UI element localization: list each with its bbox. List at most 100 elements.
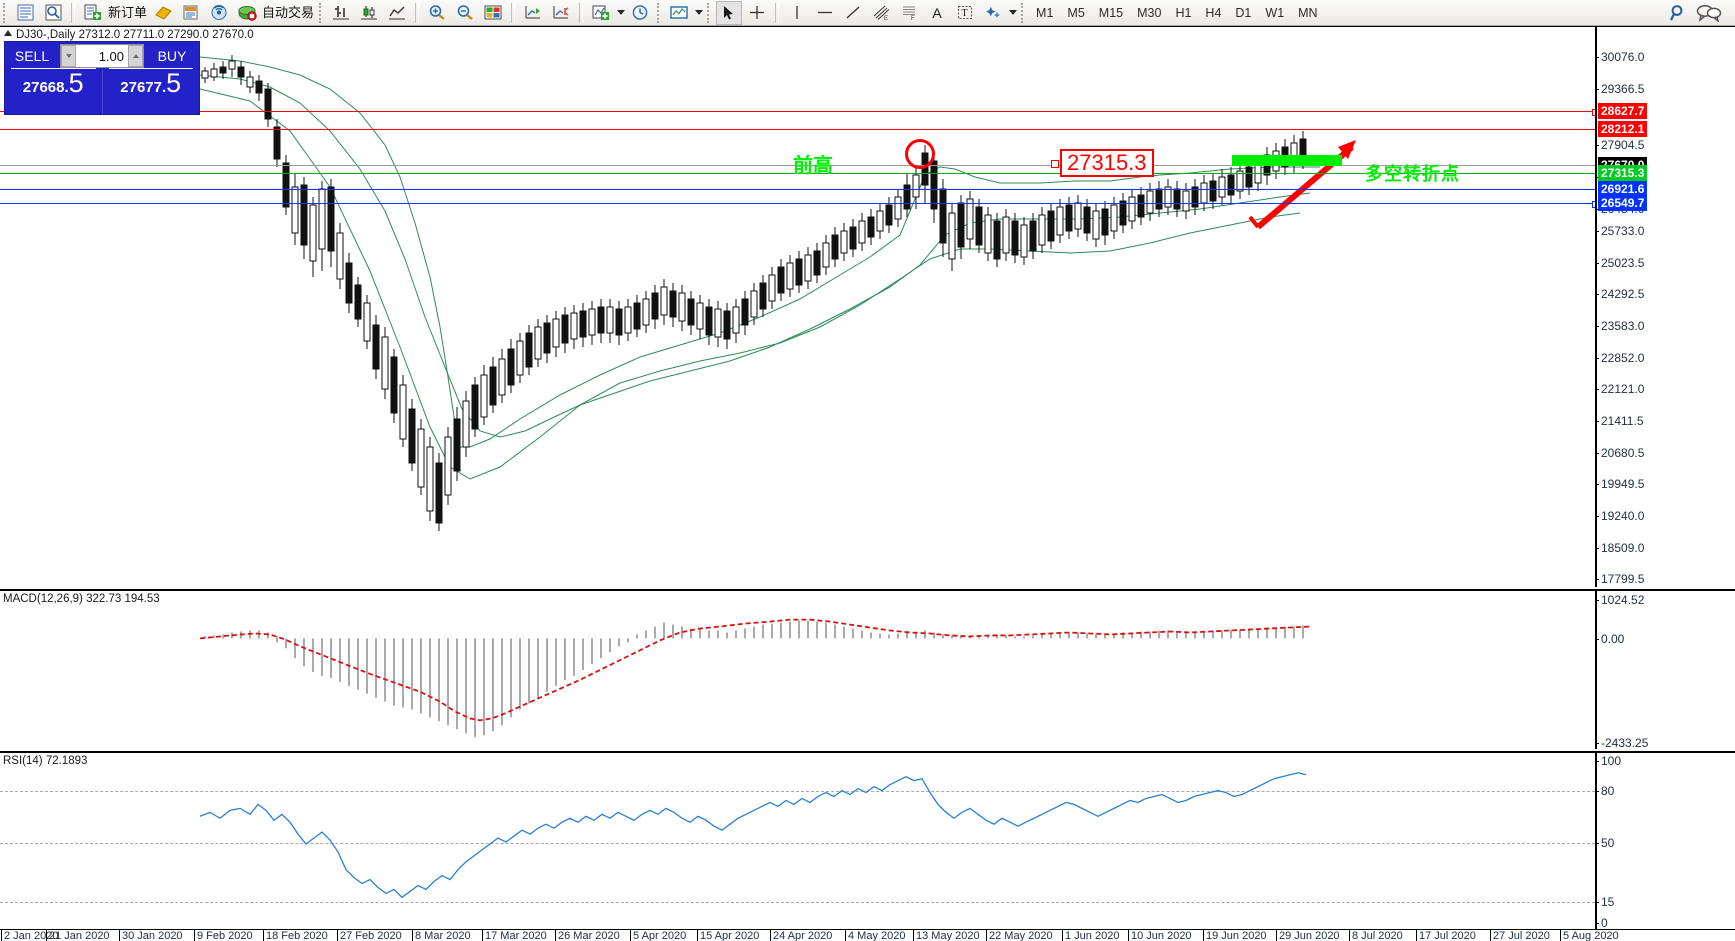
add-indicator-icon[interactable]	[588, 1, 614, 25]
volume-decrease-button[interactable]	[61, 45, 76, 67]
autotrading-icon[interactable]	[234, 1, 260, 25]
level-line-28627[interactable]	[0, 109, 1595, 116]
level-line-27670[interactable]	[0, 165, 1595, 166]
timeframe-h1[interactable]: H1	[1175, 5, 1192, 20]
level-line-26921[interactable]	[0, 189, 1595, 190]
templates-icon[interactable]	[666, 1, 692, 25]
time-tick-8: 26 Mar 2020	[555, 930, 620, 941]
search-icon[interactable]	[1666, 1, 1692, 25]
level-line-27315[interactable]	[0, 173, 1595, 174]
time-tick-10: 15 Apr 2020	[697, 930, 759, 941]
price-badge-26921[interactable]: 26921.6	[1598, 181, 1648, 197]
chat-icon[interactable]	[1694, 1, 1724, 25]
rsi-axis[interactable]: 100 80 50 15 0	[1594, 753, 1735, 930]
toolbar-grip-2[interactable]	[319, 2, 324, 23]
market-watch-icon[interactable]	[12, 1, 38, 25]
volume-stepper[interactable]: 1.00	[60, 44, 144, 68]
candlestick-chart-icon[interactable]	[356, 1, 382, 25]
trendline-icon[interactable]	[840, 1, 866, 25]
timeframe-mn[interactable]: MN	[1298, 5, 1318, 20]
shapes-icon[interactable]	[980, 1, 1006, 25]
rsi-plot[interactable]	[0, 753, 1595, 929]
cursor-icon[interactable]	[716, 0, 743, 25]
price-level-box[interactable]: 27315.3	[1051, 149, 1154, 177]
timeframe-w1[interactable]: W1	[1265, 5, 1285, 20]
macd-pane[interactable]: MACD(12,26,9) 322.73 194.53	[0, 589, 1735, 750]
timeframe-m5[interactable]: M5	[1067, 5, 1085, 20]
sell-price-separator: .	[64, 79, 69, 96]
buy-button[interactable]: BUY	[145, 42, 199, 70]
time-tick-19: 8 Jul 2020	[1349, 930, 1403, 941]
tile-windows-icon[interactable]	[480, 1, 506, 25]
level-anchor-28627[interactable]	[1592, 109, 1595, 116]
level-line-28212[interactable]	[0, 129, 1595, 130]
timeframe-m30[interactable]: M30	[1137, 5, 1162, 20]
sell-button[interactable]: SELL	[5, 42, 59, 70]
price-badge-28627[interactable]: 28627.7	[1598, 103, 1648, 119]
auto-scroll-icon[interactable]	[520, 1, 546, 25]
toolbar-grip[interactable]	[3, 2, 8, 23]
periods-icon[interactable]	[627, 1, 653, 25]
price-badge-27315[interactable]: 27315.3	[1598, 165, 1648, 181]
fibonacci-retracement-icon[interactable]: F	[896, 1, 922, 25]
svg-text:F: F	[911, 16, 915, 21]
toolbar-separator-5	[579, 2, 584, 23]
bar-chart-icon[interactable]	[328, 1, 354, 25]
one-click-trading-panel[interactable]: SELL 1.00 BUY 27668 . 5 27677	[4, 41, 200, 115]
price-axis[interactable]: 30076.0 29366.5 27904.5 27195.0 26484.0 …	[1594, 27, 1735, 587]
line-chart-icon[interactable]	[384, 1, 410, 25]
collapse-triangle-icon[interactable]	[4, 30, 12, 36]
price-plot[interactable]: 前高 27315.3 多空转折点	[0, 27, 1595, 587]
signals-icon[interactable]	[206, 1, 232, 25]
timeframe-d1[interactable]: D1	[1235, 5, 1252, 20]
timeframe-h4[interactable]: H4	[1205, 5, 1222, 20]
sell-price-integer: 27668	[22, 79, 65, 96]
time-tick-17: 19 Jun 2020	[1203, 930, 1267, 941]
macd-axis[interactable]: 1024.52 0.00 -2433.25	[1594, 591, 1735, 750]
chart-shift-icon[interactable]	[548, 1, 574, 25]
chart-window[interactable]: DJ30-,Daily 27312.0 27711.0 27290.0 2767…	[0, 26, 1735, 941]
macd-plot[interactable]	[0, 591, 1595, 749]
horizontal-line-icon[interactable]	[812, 1, 838, 25]
new-order-icon[interactable]	[80, 1, 106, 25]
price-series-graphics	[199, 55, 1356, 531]
rsi-pane[interactable]: RSI(14) 72.1893 100 80 50 15 0	[0, 751, 1735, 930]
time-axis[interactable]: 2 Jan 2020 21 Jan 2020 30 Jan 2020 9 Feb…	[0, 929, 1735, 941]
level-anchor-26549[interactable]	[1592, 201, 1595, 208]
timeframe-m15[interactable]: M15	[1098, 5, 1124, 20]
vertical-line-icon[interactable]	[784, 1, 810, 25]
price-badge-26549[interactable]: 26549.7	[1598, 195, 1648, 211]
strategy-tester-icon[interactable]	[178, 1, 204, 25]
time-tick-0: 2 Jan 2020	[1, 930, 58, 941]
buy-price[interactable]: 27677 . 5	[103, 68, 200, 114]
macd-tick-2: -2433.25	[1594, 736, 1649, 750]
autotrading-label[interactable]: 自动交易	[262, 4, 315, 20]
level-line-26549[interactable]	[0, 201, 1595, 208]
new-order-label[interactable]: 新订单	[108, 4, 148, 20]
metaeditor-icon[interactable]	[150, 1, 176, 25]
data-window-icon[interactable]	[40, 1, 66, 25]
indicator-dropdown-caret[interactable]	[615, 2, 626, 24]
text-icon[interactable]: A	[924, 1, 950, 25]
shapes-dropdown-caret[interactable]	[1007, 2, 1018, 24]
templates-dropdown-caret[interactable]	[693, 2, 704, 24]
time-tick-9: 5 Apr 2020	[630, 930, 686, 941]
price-pane[interactable]: DJ30-,Daily 27312.0 27711.0 27290.0 2767…	[0, 27, 1735, 587]
zoom-out-icon[interactable]	[452, 1, 478, 25]
equidistant-channel-icon[interactable]: E	[868, 1, 894, 25]
toolbar-grip-3[interactable]	[657, 2, 662, 23]
sell-price[interactable]: 27668 . 5	[5, 68, 103, 114]
zoom-in-icon[interactable]	[424, 1, 450, 25]
price-tick-6: 25023.5	[1594, 256, 1645, 270]
price-tick-0: 30076.0	[1594, 50, 1645, 64]
crosshair-icon[interactable]	[744, 1, 770, 25]
toolbar-grip-4[interactable]	[707, 2, 712, 23]
time-tick-11: 24 Apr 2020	[770, 930, 832, 941]
volume-input[interactable]: 1.00	[76, 45, 128, 67]
time-tick-6: 8 Mar 2020	[412, 930, 471, 941]
volume-increase-button[interactable]	[128, 45, 143, 67]
price-badge-28212[interactable]: 28212.1	[1598, 121, 1648, 137]
toolbar-grip-5[interactable]	[1021, 2, 1026, 23]
text-label-icon[interactable]: T	[952, 1, 978, 25]
timeframe-m1[interactable]: M1	[1036, 5, 1054, 20]
